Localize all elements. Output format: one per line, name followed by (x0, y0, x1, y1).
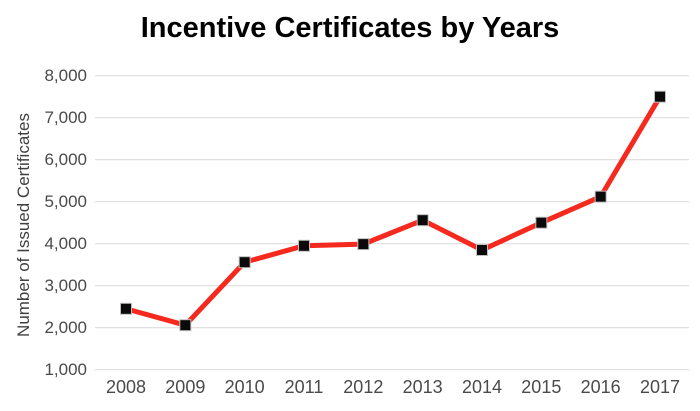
chart-title: Incentive Certificates by Years (140, 12, 560, 44)
x-tick-label: 2013 (402, 377, 443, 397)
x-tick-label: 2009 (165, 377, 206, 397)
x-tick-label: 2008 (105, 377, 147, 397)
y-tick-label: 2,000 (44, 317, 87, 337)
x-tick-label: 2012 (343, 377, 384, 397)
y-tick-label: 3,000 (44, 275, 87, 295)
x-tick-label: 2014 (461, 377, 503, 397)
x-tick-label: 2011 (284, 377, 324, 397)
data-point-marker (120, 302, 132, 315)
y-tick-label: 4,000 (44, 233, 87, 253)
data-point-marker (179, 319, 192, 332)
data-point-marker (476, 244, 488, 256)
data-point-marker (535, 216, 548, 229)
data-line (125, 95, 663, 328)
data-point-marker (238, 256, 251, 269)
data-point-marker (416, 214, 429, 227)
data-point-marker (298, 239, 310, 252)
y-tick-label: 8,000 (44, 65, 87, 85)
x-tick-label: 2015 (521, 377, 562, 397)
y-tick-label: 7,000 (44, 107, 87, 127)
y-tick-label: 1,000 (44, 359, 87, 379)
x-tick-label: 2017 (639, 377, 681, 397)
y-tick-label: 6,000 (44, 149, 87, 169)
x-tick-label: 2010 (224, 377, 265, 397)
data-point-marker (654, 90, 666, 103)
x-tick-label: 2016 (580, 377, 621, 397)
y-tick-label: 5,000 (44, 191, 87, 211)
data-point-marker (594, 190, 607, 203)
data-point-marker (357, 238, 370, 251)
